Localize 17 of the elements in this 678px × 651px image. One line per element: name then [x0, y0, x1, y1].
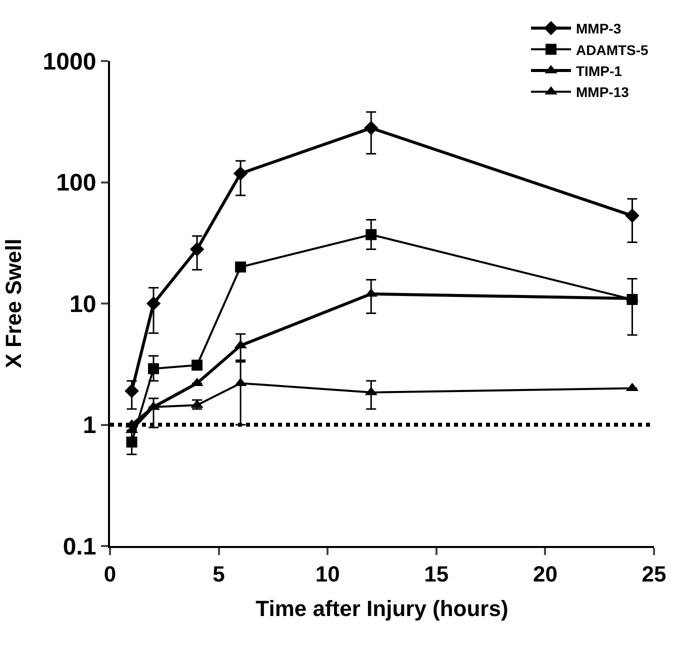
y-tick-label: 1000 — [42, 48, 96, 76]
x-tick-label: 5 — [212, 561, 225, 586]
x-axis-title: Time after Injury (hours) — [256, 596, 508, 621]
legend-label: MMP-13 — [576, 84, 630, 100]
y-tick-label: 1 — [82, 412, 96, 440]
y-tick-label: 10 — [69, 290, 96, 318]
x-tick-label: 0 — [104, 561, 116, 586]
x-tick-label: 20 — [532, 561, 558, 586]
y-axis-title: X Free Swell — [1, 238, 26, 368]
x-tick-label: 10 — [315, 561, 340, 586]
legend-label: MMP-3 — [576, 20, 622, 37]
x-tick-label: 15 — [424, 561, 449, 586]
x-tick-label: 25 — [642, 561, 666, 586]
legend-label: ADAMTS-5 — [576, 42, 649, 58]
legend-label: TIMP-1 — [576, 62, 622, 79]
y-tick-label: 0.1 — [62, 533, 96, 560]
y-tick-label: 100 — [56, 170, 96, 197]
